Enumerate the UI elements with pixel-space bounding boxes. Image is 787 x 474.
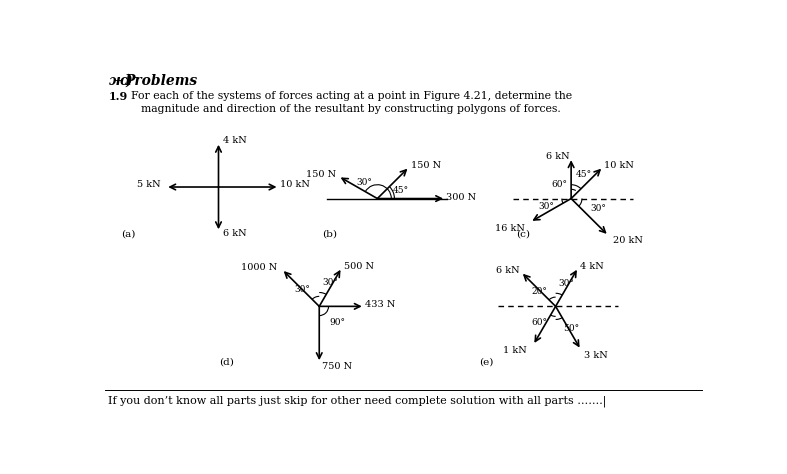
- Text: 45°: 45°: [576, 171, 593, 180]
- Text: 4 kN: 4 kN: [224, 136, 247, 145]
- Text: 300 N: 300 N: [446, 192, 476, 201]
- Text: 45°: 45°: [393, 186, 409, 195]
- Text: If you don’t know all parts just skip for other need complete solution with all : If you don’t know all parts just skip fo…: [109, 396, 607, 407]
- Text: magnitude and direction of the resultant by constructing polygons of forces.: magnitude and direction of the resultant…: [141, 104, 561, 114]
- Text: 433 N: 433 N: [365, 301, 395, 310]
- Text: 20 kN: 20 kN: [613, 236, 643, 245]
- Text: 10 kN: 10 kN: [604, 161, 634, 170]
- Text: 30°: 30°: [558, 279, 574, 288]
- Text: (c): (c): [516, 229, 530, 238]
- Text: 90°: 90°: [330, 319, 345, 328]
- Text: 30°: 30°: [357, 178, 373, 187]
- Text: 3 kN: 3 kN: [584, 351, 608, 360]
- Text: (e): (e): [478, 357, 493, 366]
- Text: 6 kN: 6 kN: [496, 266, 519, 275]
- Text: 5 kN: 5 kN: [137, 180, 161, 189]
- Text: 1000 N: 1000 N: [241, 264, 278, 273]
- Text: 30°: 30°: [294, 285, 310, 294]
- Text: 16 kN: 16 kN: [494, 224, 524, 233]
- Text: 500 N: 500 N: [344, 262, 374, 271]
- Text: 20°: 20°: [532, 287, 548, 296]
- Text: 30°: 30°: [590, 204, 606, 213]
- Text: (d): (d): [219, 357, 234, 366]
- Text: Problems: Problems: [124, 74, 197, 88]
- Text: For each of the systems of forces acting at a point in Figure 4.21, determine th: For each of the systems of forces acting…: [131, 91, 572, 101]
- Text: 60°: 60°: [531, 319, 547, 328]
- Text: 1 kN: 1 kN: [503, 346, 527, 355]
- Text: 150 N: 150 N: [305, 170, 336, 179]
- Text: 10 kN: 10 kN: [279, 180, 309, 189]
- Text: 1.9: 1.9: [109, 91, 127, 102]
- Text: 6 kN: 6 kN: [224, 229, 247, 238]
- Text: 60°: 60°: [552, 180, 567, 189]
- Text: 150 N: 150 N: [411, 161, 441, 170]
- Text: 750 N: 750 N: [323, 362, 353, 371]
- Text: 30°: 30°: [539, 202, 555, 211]
- Text: (a): (a): [120, 229, 135, 238]
- Text: 30°: 30°: [322, 278, 338, 287]
- Text: 50°: 50°: [563, 324, 579, 333]
- Text: ж): ж): [109, 74, 133, 88]
- Text: (b): (b): [322, 229, 337, 238]
- Text: 6 kN: 6 kN: [546, 153, 570, 162]
- Text: 4 kN: 4 kN: [580, 262, 604, 271]
